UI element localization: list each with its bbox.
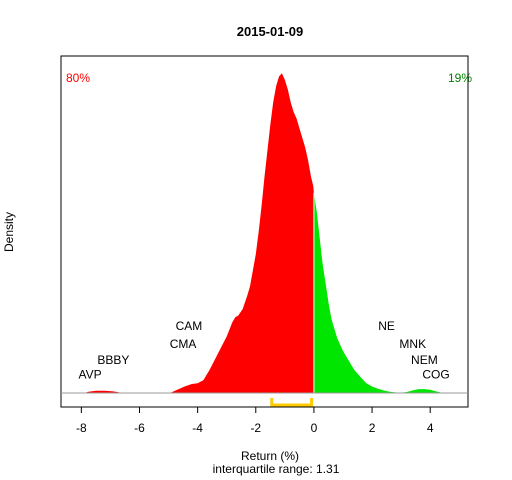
negative-share-label: 80%: [66, 71, 90, 85]
positive-density-area: [313, 192, 448, 393]
iqr-bracket: [270, 398, 314, 407]
x-axis-label: Return (%): [241, 449, 299, 463]
annotation-cog: COG: [422, 367, 449, 381]
annotation-avp: AVP: [79, 367, 102, 381]
annotation-cam: CAM: [176, 319, 203, 333]
x-tick-label: -6: [134, 421, 145, 435]
chart-title-text: 2015-01-09: [237, 24, 304, 39]
x-tick-label: 2: [369, 421, 376, 435]
x-axis: -8 -6 -4 -2 0 2 4: [76, 406, 434, 435]
negative-density-area: [84, 73, 314, 393]
annotation-mnk: MNK: [399, 337, 426, 351]
x-tick-label: 4: [427, 421, 434, 435]
chart-title: 2015-01-09: [237, 24, 304, 39]
x-tick-label: -2: [250, 421, 261, 435]
x-tick-label: -4: [192, 421, 203, 435]
positive-share-label: 19%: [448, 71, 472, 85]
annotation-nem: NEM: [411, 353, 438, 367]
y-axis-label: Density: [2, 212, 16, 252]
x-tick-label: -8: [76, 421, 87, 435]
annotation-bbby: BBBY: [97, 353, 129, 367]
annotation-cma: CMA: [170, 337, 197, 351]
x-tick-label: 0: [311, 421, 318, 435]
iqr-subtitle: interquartile range: 1.31: [213, 462, 340, 476]
annotation-ne: NE: [378, 319, 395, 333]
